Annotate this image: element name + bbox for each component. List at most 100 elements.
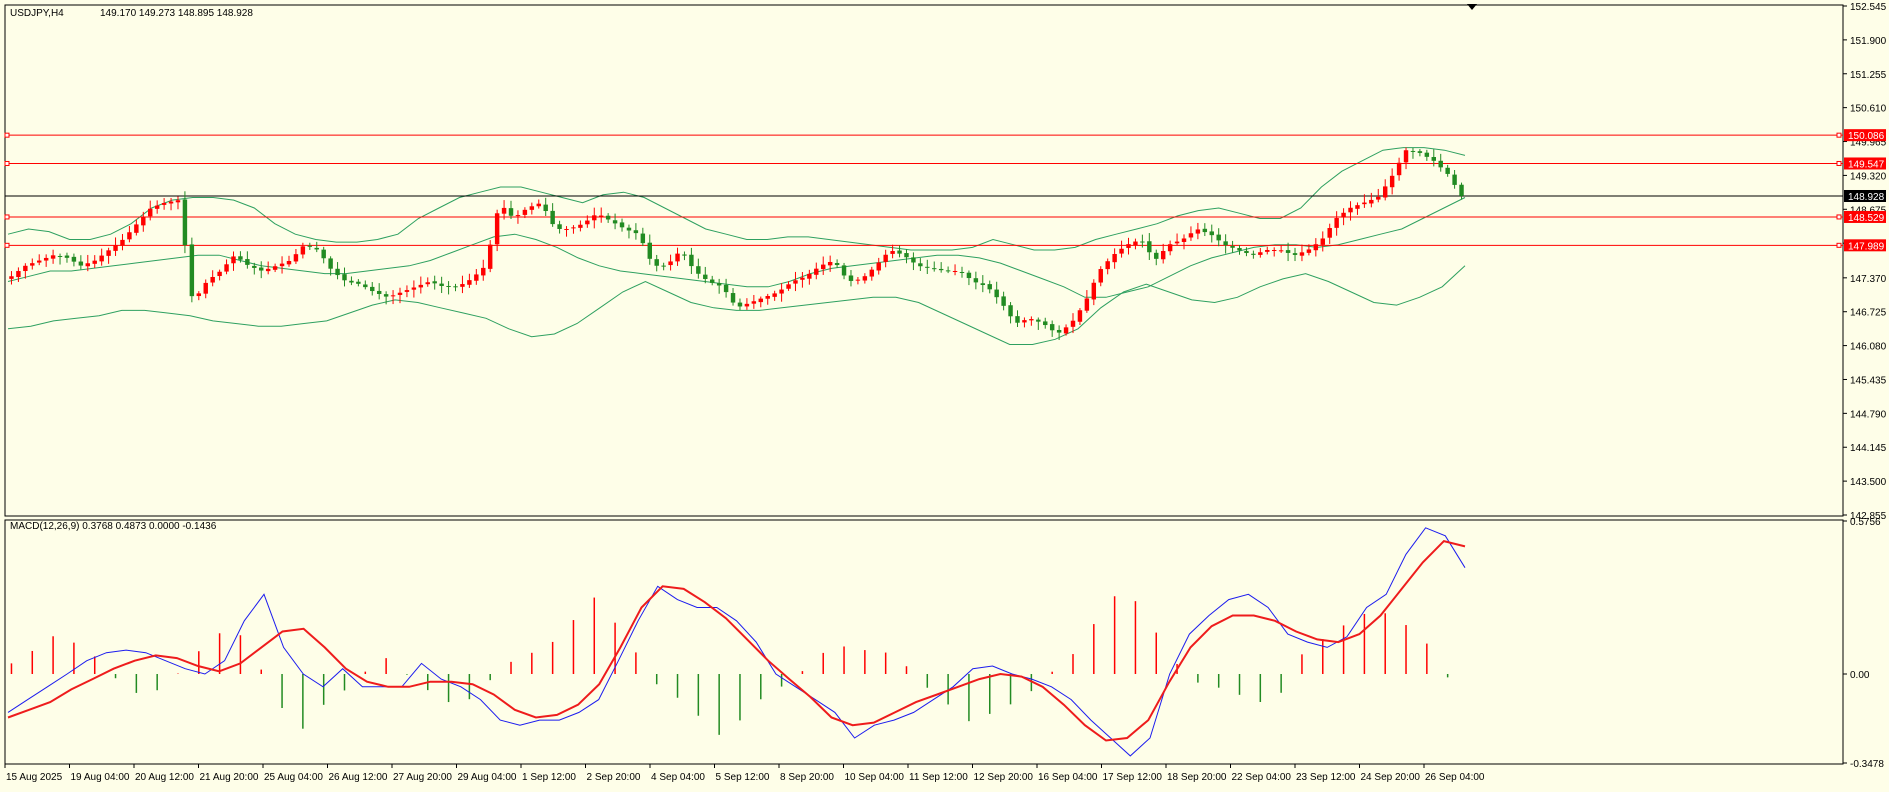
level-anchor-handle[interactable]: [1836, 132, 1842, 138]
chart-shift-marker-icon[interactable]: [1467, 4, 1477, 10]
candle-body: [987, 284, 992, 290]
candle-body: [689, 254, 694, 267]
level-anchor-handle[interactable]: [4, 160, 10, 166]
time-axis-tick-label: 19 Aug 04:00: [71, 772, 130, 783]
candle-body: [1271, 249, 1277, 251]
price-axis-tick-label: 152.545: [1850, 2, 1887, 13]
candle-body: [175, 200, 181, 203]
candle-body: [966, 272, 972, 279]
candle-body: [904, 253, 909, 258]
time-axis-tick-label: 5 Sep 12:00: [716, 772, 770, 783]
price-axis-tick-label: 144.790: [1850, 409, 1887, 420]
time-axis-tick-label: 16 Sep 04:00: [1038, 772, 1098, 783]
candle-body: [633, 230, 639, 234]
candle-body: [730, 293, 736, 303]
candle-body: [23, 265, 28, 272]
candle-body: [1431, 156, 1436, 161]
candle-body: [925, 266, 930, 268]
candle-body: [182, 199, 188, 246]
candle-body: [1382, 186, 1388, 198]
time-axis-tick-label: 4 Sep 04:00: [651, 772, 705, 783]
candle-body: [1445, 167, 1450, 174]
candle-body: [376, 290, 382, 294]
candle-body: [883, 254, 888, 262]
candle-body: [1396, 162, 1402, 176]
time-axis-tick-label: 18 Sep 20:00: [1167, 772, 1227, 783]
level-anchor-handle[interactable]: [4, 132, 10, 138]
price-axis-tick-label: 145.435: [1850, 375, 1887, 386]
candle-body: [1265, 249, 1270, 252]
candle-body: [1362, 202, 1367, 205]
candle-body: [1043, 321, 1048, 326]
candle-body: [300, 246, 306, 255]
candle-body: [9, 276, 14, 279]
candle-body: [696, 266, 701, 274]
candle-body: [876, 262, 881, 271]
axis-layer: 152.545 151.900 151.255 150.610 149.965 149.3…: [4, 2, 1887, 783]
candle-body: [1195, 229, 1201, 234]
candle-body: [980, 283, 986, 286]
candle-body: [432, 281, 437, 284]
candle-body: [834, 263, 840, 266]
candle-body: [827, 261, 833, 266]
candle-body: [1133, 241, 1138, 246]
bollinger-lower-band: [7, 265, 1466, 345]
price-axis-tick-label: 144.145: [1850, 443, 1887, 454]
level-price-tag: [1844, 210, 1886, 223]
candle-body: [404, 290, 410, 292]
candle-body: [626, 227, 632, 231]
candle-body: [848, 275, 854, 281]
candle-body: [501, 207, 507, 214]
candle-body: [1299, 252, 1305, 256]
candle-body: [383, 294, 389, 297]
level-price-tag: [1844, 157, 1886, 170]
candle-body: [550, 210, 555, 225]
price-axis-tick-label: 146.725: [1850, 308, 1887, 319]
level-price-tag-label: 148.529: [1848, 213, 1885, 224]
candle-body: [598, 215, 604, 217]
candle-body: [800, 277, 805, 280]
level-anchor-handle[interactable]: [1836, 242, 1842, 248]
candle-body: [168, 201, 174, 204]
candle-body: [737, 302, 743, 307]
candle-body: [821, 264, 826, 270]
candle-body: [543, 204, 548, 212]
level-price-tag-label: 149.547: [1848, 159, 1885, 170]
candle-body: [592, 215, 597, 221]
time-axis-tick-label: 20 Aug 12:00: [135, 772, 194, 783]
macd-panel-frame: [4, 519, 1844, 765]
candle-body: [349, 280, 354, 283]
candle-body: [265, 268, 271, 272]
candle-body: [1126, 244, 1131, 248]
level-anchor-handle[interactable]: [4, 242, 10, 248]
price-axis-tick-label: 143.500: [1850, 477, 1887, 488]
candle-body: [1327, 228, 1332, 238]
candle-body: [446, 285, 451, 287]
candle-body: [356, 281, 361, 284]
time-axis-tick-label: 24 Sep 20:00: [1361, 772, 1421, 783]
candle-body: [439, 283, 444, 286]
candle-body: [529, 206, 535, 210]
level-anchor-handle[interactable]: [1836, 160, 1842, 166]
candle-body: [1459, 184, 1464, 196]
macd-axis-tick-label: -0.3478: [1850, 759, 1884, 770]
level-anchor-handle[interactable]: [4, 214, 10, 220]
level-anchor-handle[interactable]: [1836, 214, 1842, 220]
candle-body: [1244, 250, 1249, 254]
candle-body: [1341, 212, 1346, 218]
candle-body: [272, 266, 278, 270]
candle-body: [779, 289, 784, 294]
candle-body: [1285, 250, 1291, 253]
price-axis-tick-label: 151.900: [1850, 36, 1887, 47]
price-axis-tick-label: 149.965: [1850, 138, 1887, 149]
candle-body: [1369, 199, 1374, 204]
candle-body: [1056, 329, 1062, 333]
candle-body: [370, 286, 375, 292]
candle-body: [612, 220, 618, 224]
time-axis-tick-label: 10 Sep 04:00: [845, 772, 905, 783]
candle-body: [92, 260, 97, 264]
candle-body: [1070, 320, 1076, 327]
candle-body: [959, 271, 965, 273]
